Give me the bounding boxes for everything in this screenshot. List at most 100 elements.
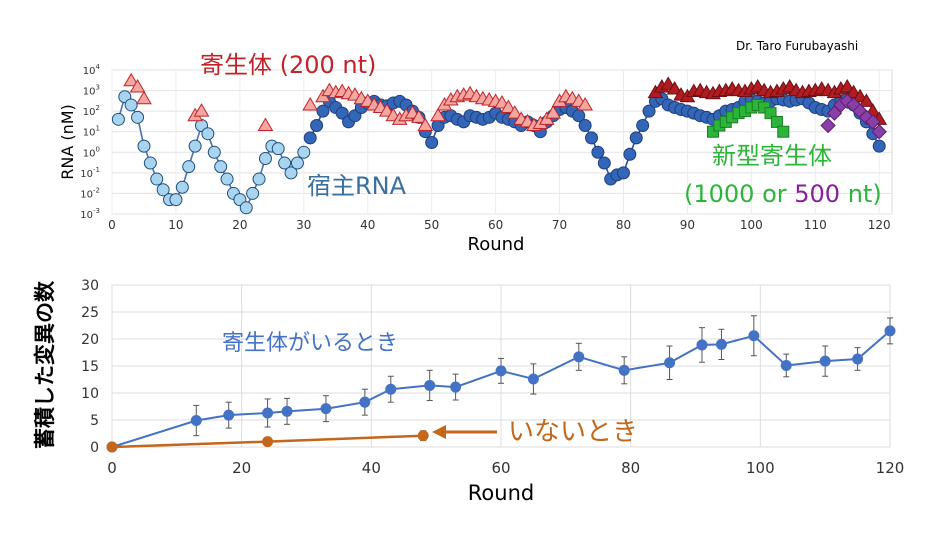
- top-y-tick-base: 10: [80, 169, 93, 180]
- top-circle-point: [310, 119, 324, 133]
- top-circle-point: [303, 131, 317, 145]
- host-rna-label: 宿主RNA: [307, 172, 407, 200]
- bottom-data-point: [664, 357, 676, 369]
- bottom-data-point: [223, 409, 235, 421]
- top-x-tick-label: 70: [552, 218, 567, 232]
- top-square-point: [764, 107, 777, 120]
- top-circle-point: [188, 139, 202, 153]
- top-triangle-point: [545, 105, 562, 119]
- top-triangle-point: [430, 107, 446, 122]
- top-circle-point: [214, 160, 228, 174]
- top-square-point: [777, 125, 790, 138]
- bottom-data-point: [819, 355, 831, 367]
- top-y-tick-exponent: 4: [96, 63, 101, 71]
- top-circle-point: [623, 147, 637, 161]
- top-circle-point: [316, 104, 330, 118]
- top-circle-point: [111, 112, 125, 126]
- top-triangle-point: [411, 109, 427, 123]
- top-x-tick-label: 120: [868, 218, 891, 232]
- bottom-data-point: [320, 403, 332, 415]
- bottom-series-line: [111, 330, 891, 448]
- top-x-tick-label: 90: [680, 218, 695, 232]
- top-triangle-point: [136, 90, 152, 105]
- bottom-data-point: [696, 339, 708, 351]
- top-circle-point: [297, 145, 311, 159]
- top-triangle-point: [129, 78, 146, 93]
- top-triangle-point: [577, 96, 593, 111]
- top-y-tick-label: 104: [83, 63, 101, 77]
- top-triangle-point: [257, 117, 274, 132]
- top-x-tick-label: 30: [296, 218, 311, 232]
- top-y-tick-base: 10: [83, 66, 96, 77]
- top-y-tick-base: 10: [80, 189, 93, 200]
- with-parasite-label: 寄生体がいるとき: [222, 331, 398, 356]
- top-y-tick-label: 101: [83, 125, 100, 139]
- bottom-x-axis-label: Round: [468, 481, 534, 505]
- top-y-tick-label: 102: [83, 104, 100, 118]
- bottom-data-point: [106, 441, 118, 453]
- top-circle-point: [137, 139, 151, 153]
- bottom-data-point: [450, 381, 462, 393]
- bottom-data-point: [417, 430, 429, 442]
- top-x-tick-label: 60: [488, 218, 503, 232]
- length-part-1: (1000 or: [684, 180, 794, 208]
- bottom-series: [106, 315, 896, 453]
- top-y-tick-exponent: -2: [93, 186, 100, 194]
- top-circle-point: [425, 135, 439, 149]
- top-circle-point: [636, 119, 650, 133]
- top-y-tick-exponent: 0: [96, 145, 100, 153]
- bottom-y-tick-label: 0: [90, 440, 99, 456]
- top-circle-point: [182, 160, 196, 174]
- top-x-tick-label: 50: [424, 218, 439, 232]
- top-circle-point: [629, 131, 643, 145]
- top-triangle-point: [123, 72, 140, 87]
- top-circle-point: [124, 98, 138, 112]
- parasite-label: 寄生体 (200 nt): [200, 51, 376, 79]
- top-circle-point: [220, 172, 234, 186]
- top-y-tick-label: 10-1: [80, 166, 100, 180]
- without-parasite-arrow: [432, 425, 497, 439]
- top-y-tick-exponent: 3: [96, 84, 100, 92]
- bottom-data-point: [262, 436, 274, 448]
- top-triangle-point: [839, 78, 856, 93]
- top-x-tick-label: 100: [740, 218, 763, 232]
- bottom-data-point: [884, 325, 896, 337]
- length-part-3: nt): [840, 180, 882, 208]
- top-diamond-point: [871, 124, 887, 140]
- top-x-tick-label: 40: [360, 218, 375, 232]
- bottom-data-point: [359, 396, 371, 408]
- top-triangle-point: [506, 105, 523, 119]
- top-circle-point: [616, 166, 630, 180]
- top-square-point: [770, 115, 783, 128]
- bottom-y-tick-label: 15: [81, 359, 99, 375]
- bottom-data-point: [748, 330, 760, 342]
- top-circle-point: [278, 156, 292, 170]
- top-circle-point: [585, 131, 599, 145]
- top-triangle-point: [417, 117, 434, 132]
- top-circle-point: [872, 139, 886, 153]
- top-x-axis-label: Round: [468, 234, 525, 255]
- top-x-tick-label: 10: [168, 218, 183, 232]
- bottom-x-tick-label: 120: [876, 459, 905, 477]
- top-circle-point: [143, 156, 157, 170]
- top-circle-point: [284, 166, 298, 180]
- without-parasite-label: いないとき: [508, 417, 638, 447]
- top-triangle-point: [500, 99, 517, 114]
- top-y-tick-label: 100: [83, 145, 100, 159]
- top-triangle-point: [666, 80, 683, 95]
- top-series-markers: [111, 72, 888, 215]
- new-parasite-label: 新型寄生体: [712, 142, 832, 170]
- top-circle-point: [201, 127, 215, 141]
- bottom-y-tick-label: 20: [81, 332, 99, 348]
- top-y-tick-base: 10: [83, 107, 96, 118]
- top-circle-point: [258, 151, 272, 165]
- top-circle-point: [131, 110, 145, 124]
- top-circle-point: [156, 183, 170, 197]
- bottom-data-point: [618, 364, 630, 376]
- top-y-tick-base: 10: [83, 148, 96, 159]
- bottom-y-tick-label: 10: [81, 386, 99, 402]
- credit-label: Dr. Taro Furubayashi: [736, 39, 858, 53]
- bottom-data-point: [281, 405, 293, 417]
